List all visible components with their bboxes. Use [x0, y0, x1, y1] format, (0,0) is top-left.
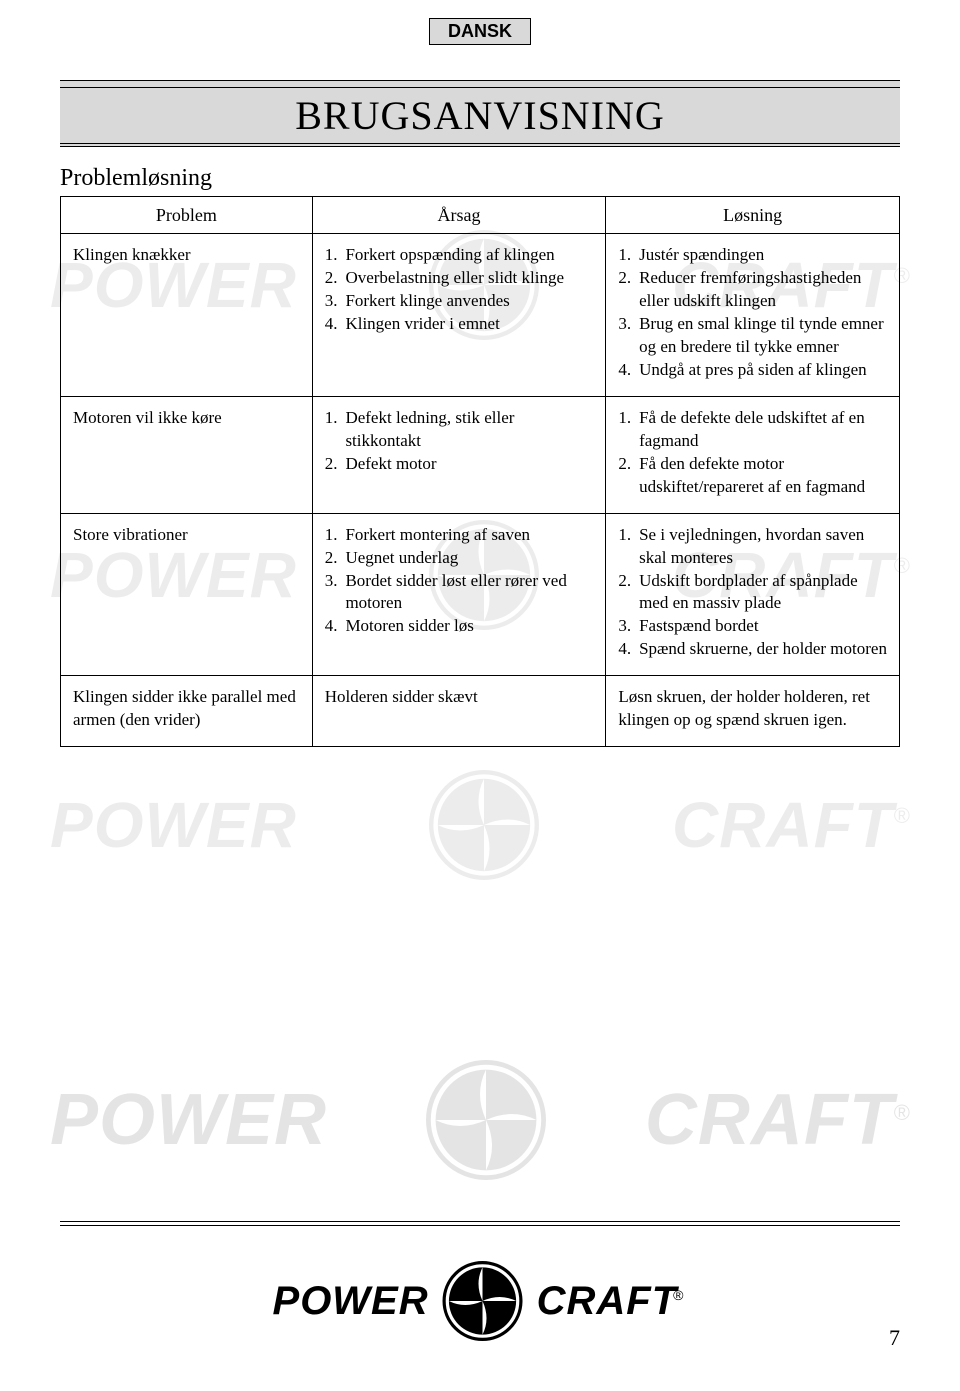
troubleshoot-table: Problem Årsag Løsning Klingen knækker1.F…: [60, 196, 900, 747]
cell-solution: Løsn skruen, der holder holderen, ret kl…: [606, 676, 900, 747]
list-item: Justér spændingen: [639, 244, 887, 267]
table-row: Klingen sidder ikke parallel med armen (…: [61, 676, 900, 747]
list-item: Defekt motor: [345, 453, 593, 476]
list-number: 3.: [618, 615, 639, 638]
list-number: 1.: [618, 244, 639, 267]
swirl-icon: [429, 770, 539, 880]
page: POWER CRAFT® POWER CRAFT® POWER CRAFT® P…: [0, 0, 960, 1391]
list-item: Se i vejledningen, hvordan saven skal mo…: [639, 524, 887, 570]
cell-problem: Klingen sidder ikke parallel med armen (…: [61, 676, 313, 747]
list-item: Brug en smal klinge til tynde emner og e…: [639, 313, 887, 359]
list-item: Udskift bordplader af spånplade med en m…: [639, 570, 887, 616]
list-item: Undgå at pres på siden af klingen: [639, 359, 887, 382]
list-number: 1.: [325, 244, 346, 267]
list-item: Forkert montering af saven: [345, 524, 593, 547]
logo-word-power: POWER: [273, 1279, 429, 1324]
list-number: 1.: [618, 524, 639, 570]
th-solution: Løsning: [606, 197, 900, 234]
table-row: Store vibrationer1.Forkert montering af …: [61, 513, 900, 676]
section-title: Problemløsning: [60, 165, 900, 192]
list-number: 4.: [325, 313, 346, 336]
table-row: Motoren vil ikke køre1.Defekt ledning, s…: [61, 396, 900, 513]
swirl-icon: [443, 1261, 523, 1341]
list-number: 3.: [618, 313, 639, 359]
list-number: 4.: [618, 359, 639, 382]
logo-word-craft: CRAFT: [645, 1080, 894, 1160]
list-number: 3.: [325, 290, 346, 313]
list-number: 1.: [325, 524, 346, 547]
list-number: 2.: [325, 267, 346, 290]
list-number: 2.: [618, 570, 639, 616]
cell-solution: 1.Få de defekte dele udskiftet af en fag…: [606, 396, 900, 513]
list-number: 1.: [325, 407, 346, 453]
page-number: 7: [889, 1325, 900, 1351]
registered-icon: ®: [894, 1100, 910, 1125]
cell-solution: 1.Justér spændingen2.Reducer fremførings…: [606, 234, 900, 397]
th-cause: Årsag: [312, 197, 606, 234]
registered-icon: ®: [673, 1287, 683, 1303]
watermark-logo: POWER CRAFT®: [50, 770, 910, 880]
list-number: 2.: [618, 267, 639, 313]
page-title: BRUGSANVISNING: [295, 93, 665, 138]
list-item: Klingen vrider i emnet: [345, 313, 564, 336]
list-item: Overbelastning eller slidt klinge: [345, 267, 564, 290]
list-number: 1.: [618, 407, 639, 453]
cell-cause: 1.Forkert opspænding af klingen2.Overbel…: [312, 234, 606, 397]
footer-logo: POWER CRAFT®: [273, 1261, 688, 1341]
list-number: 2.: [325, 453, 346, 476]
cell-solution: 1.Se i vejledningen, hvordan saven skal …: [606, 513, 900, 676]
list-number: 2.: [618, 453, 639, 499]
list-number: 4.: [325, 615, 346, 638]
list-item: Bordet sidder løst eller rører ved motor…: [345, 570, 593, 616]
th-problem: Problem: [61, 197, 313, 234]
list-item: Forkert opspænding af klingen: [345, 244, 564, 267]
list-item: Reducer fremføringshastigheden eller uds…: [639, 267, 887, 313]
logo-word-craft: CRAFT: [672, 789, 894, 861]
list-item: Få den defekte motor udskiftet/repareret…: [639, 453, 887, 499]
swirl-icon: [426, 1060, 546, 1180]
registered-icon: ®: [894, 803, 910, 828]
cell-problem: Klingen knækker: [61, 234, 313, 397]
table-row: Klingen knækker1.Forkert opspænding af k…: [61, 234, 900, 397]
list-item: Defekt ledning, stik eller stikkontakt: [345, 407, 593, 453]
list-item: Uegnet underlag: [345, 547, 593, 570]
cell-problem: Motoren vil ikke køre: [61, 396, 313, 513]
list-item: Forkert klinge anvendes: [345, 290, 564, 313]
logo-word-craft: CRAFT: [537, 1279, 678, 1323]
list-number: 4.: [618, 638, 639, 661]
list-number: 3.: [325, 570, 346, 616]
cell-cause: 1.Forkert montering af saven2.Uegnet und…: [312, 513, 606, 676]
list-item: Få de defekte dele udskiftet af en fagma…: [639, 407, 887, 453]
title-bar: BRUGSANVISNING: [60, 80, 900, 147]
watermark-logo: POWER CRAFT®: [50, 1060, 910, 1180]
list-item: Motoren sidder løs: [345, 615, 593, 638]
cell-problem: Store vibrationer: [61, 513, 313, 676]
language-tab: DANSK: [429, 18, 531, 45]
list-number: 2.: [325, 547, 346, 570]
cell-cause: Holderen sidder skævt: [312, 676, 606, 747]
list-item: Spænd skruerne, der holder motoren: [639, 638, 887, 661]
logo-word-power: POWER: [50, 788, 297, 862]
cell-cause: 1.Defekt ledning, stik eller stikkontakt…: [312, 396, 606, 513]
logo-word-power: POWER: [50, 1079, 327, 1161]
list-item: Fastspænd bordet: [639, 615, 887, 638]
